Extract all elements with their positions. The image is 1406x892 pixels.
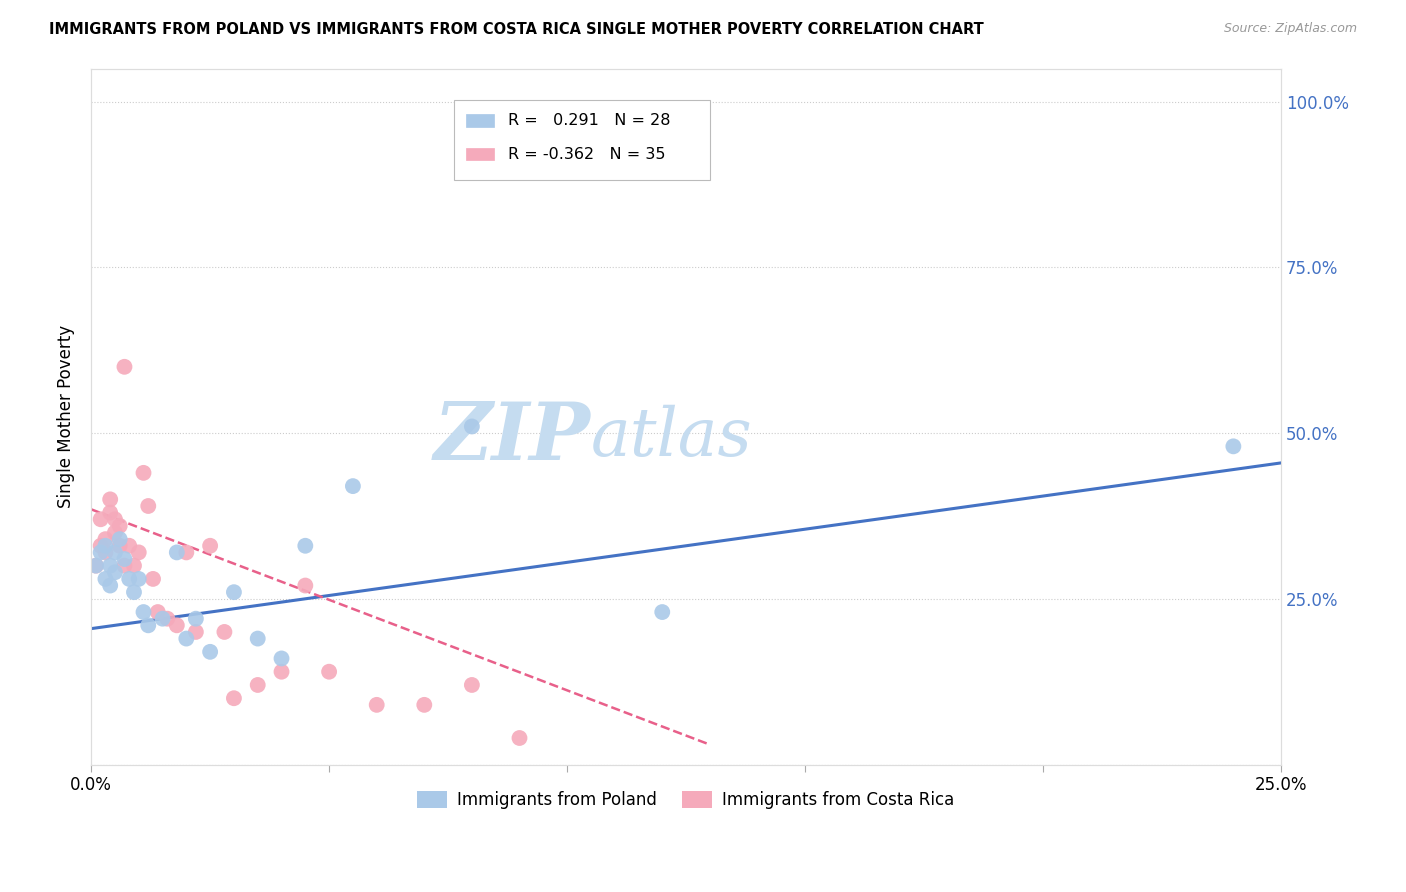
Point [104,512,127,526]
Point [166,618,188,632]
Point [366,698,388,712]
Point [342,479,364,493]
Point [114,558,136,573]
Text: R = -0.362   N = 35: R = -0.362 N = 35 [508,146,665,161]
Point [114,552,136,566]
Point [84,558,107,573]
Point [1222,439,1244,453]
Point [146,605,169,619]
Point [122,585,145,599]
Legend: Immigrants from Poland, Immigrants from Costa Rica: Immigrants from Poland, Immigrants from … [411,784,962,815]
Point [118,572,141,586]
Point [461,419,484,434]
Point [246,632,269,646]
Point [198,539,221,553]
Point [98,558,121,573]
Point [184,612,207,626]
Point [94,532,117,546]
Point [214,624,236,639]
Text: atlas: atlas [591,405,752,470]
Point [118,539,141,553]
Point [270,665,292,679]
Point [128,545,150,559]
Point [294,578,316,592]
Point [98,492,121,507]
Point [508,731,530,745]
Point [104,566,127,580]
Point [142,572,165,586]
Point [132,466,155,480]
Point [128,572,150,586]
Point [222,585,245,599]
Point [98,578,121,592]
Point [413,698,436,712]
Point [98,506,121,520]
Point [198,645,221,659]
Point [176,632,198,646]
Point [94,572,117,586]
Point [651,605,673,619]
Point [84,558,107,573]
Point [104,545,127,559]
Point [90,545,112,559]
Point [132,605,155,619]
Text: R =   0.291   N = 28: R = 0.291 N = 28 [508,113,671,128]
Point [184,624,207,639]
Point [222,691,245,706]
Point [294,539,316,553]
Point [152,612,174,626]
Point [122,558,145,573]
Y-axis label: Single Mother Poverty: Single Mother Poverty [58,325,75,508]
Point [94,539,117,553]
Point [461,678,484,692]
Point [108,539,131,553]
Text: Source: ZipAtlas.com: Source: ZipAtlas.com [1223,22,1357,36]
Point [176,545,198,559]
FancyBboxPatch shape [465,114,494,127]
Point [246,678,269,692]
Point [136,618,159,632]
Point [114,359,136,374]
Point [108,519,131,533]
Text: IMMIGRANTS FROM POLAND VS IMMIGRANTS FROM COSTA RICA SINGLE MOTHER POVERTY CORRE: IMMIGRANTS FROM POLAND VS IMMIGRANTS FRO… [49,22,984,37]
FancyBboxPatch shape [465,148,494,161]
Point [270,651,292,665]
Point [166,545,188,559]
Point [156,612,179,626]
Point [318,665,340,679]
Point [136,499,159,513]
Point [108,532,131,546]
FancyBboxPatch shape [454,100,710,180]
Point [90,539,112,553]
Point [104,525,127,540]
Point [94,545,117,559]
Text: ZIP: ZIP [434,399,591,476]
Point [90,512,112,526]
